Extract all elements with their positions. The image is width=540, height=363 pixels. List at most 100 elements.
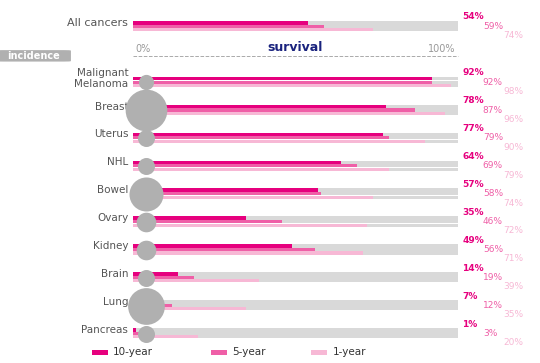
Bar: [133, 304, 457, 307]
Text: Kidney: Kidney: [93, 241, 128, 251]
Bar: [133, 276, 194, 279]
Bar: [133, 188, 318, 192]
Text: 59%: 59%: [483, 22, 503, 31]
Bar: [133, 248, 457, 251]
Text: NHL: NHL: [107, 158, 128, 167]
Bar: [133, 192, 457, 195]
Text: 79%: 79%: [503, 171, 523, 180]
Bar: [133, 140, 425, 143]
Text: 35%: 35%: [503, 310, 523, 319]
Text: 74%: 74%: [503, 31, 523, 40]
Text: Brain: Brain: [100, 269, 128, 279]
Text: Bowel: Bowel: [97, 185, 128, 195]
Bar: [133, 28, 373, 31]
Bar: [133, 21, 457, 25]
Bar: [133, 280, 259, 282]
Point: [142, 275, 151, 281]
Bar: [133, 332, 457, 335]
Bar: [133, 168, 457, 171]
Bar: [133, 21, 308, 25]
Text: incidence: incidence: [7, 51, 59, 61]
Bar: [133, 304, 172, 307]
Bar: [133, 224, 457, 227]
Bar: [133, 192, 321, 195]
Bar: [133, 28, 457, 31]
Bar: [133, 220, 282, 223]
Text: 10-year: 10-year: [113, 347, 153, 358]
Text: 77%: 77%: [462, 124, 484, 133]
Text: Ovary: Ovary: [97, 213, 128, 223]
Bar: [133, 244, 292, 248]
Text: Breast: Breast: [94, 102, 128, 111]
Text: 74%: 74%: [503, 199, 523, 208]
Point: [142, 79, 151, 85]
Text: 64%: 64%: [462, 152, 484, 161]
Text: 39%: 39%: [503, 282, 523, 291]
Bar: [133, 105, 457, 108]
Text: 92%: 92%: [483, 78, 503, 87]
Point: [142, 163, 151, 169]
Point: [142, 135, 151, 141]
Bar: [133, 196, 373, 199]
Text: 46%: 46%: [483, 217, 503, 226]
Text: 54%: 54%: [462, 12, 484, 21]
Bar: [133, 140, 457, 143]
Bar: [133, 300, 156, 304]
Bar: [133, 307, 246, 310]
Bar: [133, 164, 357, 167]
Bar: [91, 350, 107, 355]
Bar: [133, 109, 415, 111]
Bar: [133, 244, 457, 248]
Bar: [133, 188, 457, 192]
Text: Malignant
Melanoma: Malignant Melanoma: [74, 68, 128, 89]
Text: 12%: 12%: [483, 301, 503, 310]
Bar: [133, 272, 457, 276]
Text: 98%: 98%: [503, 87, 523, 96]
Text: Pancreas: Pancreas: [81, 325, 128, 335]
Bar: [133, 328, 136, 332]
Point: [142, 219, 151, 225]
Bar: [133, 307, 457, 310]
Text: 79%: 79%: [483, 134, 503, 142]
Bar: [133, 136, 457, 139]
Point: [142, 107, 151, 113]
Text: survival: survival: [267, 41, 323, 54]
Point: [142, 303, 151, 309]
Bar: [133, 224, 367, 227]
Text: 100%: 100%: [428, 44, 455, 54]
Bar: [133, 77, 457, 81]
Text: All cancers: All cancers: [68, 18, 128, 28]
Text: 0%: 0%: [135, 44, 150, 54]
Bar: [133, 132, 457, 136]
Text: 1-year: 1-year: [333, 347, 366, 358]
Text: 57%: 57%: [462, 180, 484, 189]
Bar: [133, 109, 457, 111]
Bar: [133, 168, 389, 171]
Bar: [133, 77, 431, 81]
Bar: [133, 252, 457, 254]
Bar: [133, 252, 363, 254]
Text: 20%: 20%: [503, 338, 523, 347]
Bar: [133, 332, 143, 335]
Bar: [133, 112, 457, 115]
Bar: [133, 216, 457, 220]
Bar: [133, 160, 341, 164]
Text: 58%: 58%: [483, 189, 503, 198]
Bar: [133, 84, 457, 87]
Bar: [133, 196, 457, 199]
Point: [142, 331, 151, 337]
Text: Lung: Lung: [103, 297, 128, 307]
Bar: [133, 216, 246, 220]
Bar: [133, 105, 386, 108]
Bar: [311, 350, 327, 355]
Text: 5-year: 5-year: [232, 347, 266, 358]
Text: 7%: 7%: [462, 291, 477, 301]
Bar: [133, 328, 457, 332]
Bar: [133, 280, 457, 282]
Bar: [133, 25, 457, 28]
Text: 90%: 90%: [503, 143, 523, 152]
FancyBboxPatch shape: [0, 50, 71, 62]
Bar: [211, 350, 226, 355]
Point: [142, 247, 151, 253]
Text: 3%: 3%: [483, 329, 497, 338]
